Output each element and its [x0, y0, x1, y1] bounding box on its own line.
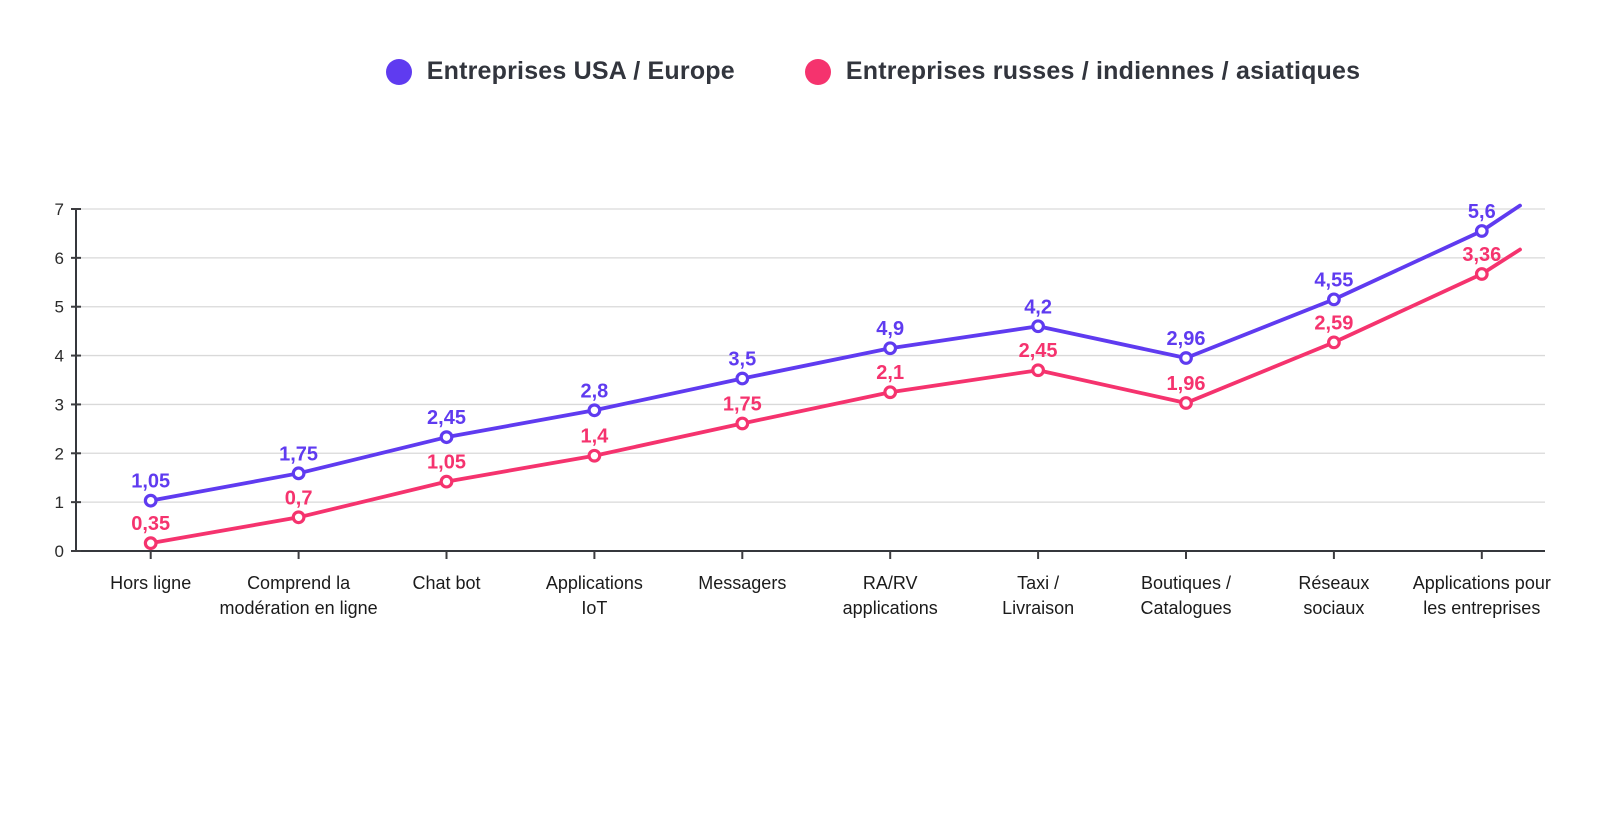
- data-point-label-s0: 5,6: [1468, 201, 1496, 223]
- data-point-marker-s0[interactable]: [439, 430, 454, 445]
- data-point-marker-s0[interactable]: [291, 466, 306, 481]
- data-point-label-s1: 3,36: [1462, 244, 1501, 266]
- data-point-marker-s1[interactable]: [587, 448, 602, 463]
- data-point-marker-s0[interactable]: [587, 403, 602, 418]
- y-tick-label: 4: [55, 347, 64, 366]
- y-tick-label: 6: [55, 249, 64, 268]
- data-point-marker-s0[interactable]: [143, 493, 158, 508]
- category-label: RA/RV: [863, 573, 918, 593]
- data-point-label-s0: 2,8: [580, 380, 608, 402]
- category-label: Réseaux: [1298, 573, 1369, 593]
- category-label: Chat bot: [412, 573, 480, 593]
- data-point-label-s0: 1,75: [279, 443, 318, 465]
- data-point-marker-s0[interactable]: [735, 371, 750, 386]
- series-line-0: [148, 203, 1522, 503]
- legend-marker-russes-indiennes-asiatiques-icon: [804, 58, 831, 85]
- category-label: Taxi /: [1017, 573, 1059, 593]
- category-label: applications: [843, 598, 938, 618]
- data-point-marker-s0[interactable]: [1031, 319, 1045, 334]
- data-point-label-s0: 2,45: [427, 407, 466, 429]
- category-label: modération en ligne: [220, 598, 378, 618]
- data-point-label-s1: 1,05: [427, 452, 466, 474]
- data-point-label-s0: 4,9: [876, 318, 904, 340]
- legend-label-usa-europe: Entreprises USA / Europe: [426, 57, 735, 85]
- category-label: Comprend la: [247, 573, 351, 593]
- data-point-label-s0: 2,96: [1167, 328, 1206, 350]
- data-point-label-s1: 2,59: [1314, 312, 1353, 334]
- y-tick-label: 1: [55, 493, 64, 512]
- data-point-label-s1: 0,7: [285, 487, 313, 509]
- y-tick-label: 7: [55, 200, 64, 219]
- chart-legend: Entreprises USA / Europe Entreprises rus…: [0, 57, 1600, 86]
- data-point-label-s0: 4,55: [1314, 269, 1353, 291]
- data-point-marker-s0[interactable]: [883, 341, 898, 356]
- data-point-marker-s1[interactable]: [1031, 363, 1045, 378]
- y-tick-label: 3: [55, 395, 64, 414]
- category-label: Hors ligne: [110, 573, 191, 593]
- data-point-label-s1: 2,1: [876, 362, 904, 384]
- category-label: les entreprises: [1423, 598, 1540, 618]
- data-point-marker-s0[interactable]: [1179, 351, 1193, 365]
- data-point-marker-s1[interactable]: [291, 510, 306, 525]
- y-tick-label: 2: [55, 444, 64, 463]
- data-point-marker-s1[interactable]: [439, 474, 454, 489]
- category-label: Messagers: [698, 573, 786, 593]
- category-label: Applications pour: [1413, 573, 1551, 593]
- category-label: Boutiques /: [1141, 573, 1231, 593]
- data-point-marker-s0[interactable]: [1474, 224, 1489, 238]
- category-label: Catalogues: [1140, 598, 1231, 618]
- legend-item-usa-europe[interactable]: Entreprises USA / Europe: [385, 57, 735, 86]
- data-point-label-s1: 0,35: [131, 513, 170, 535]
- data-point-label-s1: 1,75: [723, 393, 762, 415]
- data-point-marker-s1[interactable]: [1326, 335, 1341, 350]
- data-point-marker-s0[interactable]: [1326, 292, 1341, 307]
- data-point-label-s1: 1,4: [580, 426, 609, 448]
- category-label: Livraison: [1002, 598, 1074, 618]
- category-label: sociaux: [1303, 598, 1364, 618]
- y-tick-label: 0: [55, 542, 64, 561]
- category-label: Applications: [546, 573, 643, 593]
- data-point-label-s0: 4,2: [1024, 296, 1052, 318]
- data-point-label-s0: 3,5: [728, 349, 756, 371]
- y-tick-label: 5: [55, 298, 64, 317]
- category-label: IoT: [581, 598, 607, 618]
- data-point-marker-s1[interactable]: [883, 385, 898, 400]
- data-point-marker-s1[interactable]: [735, 416, 750, 431]
- data-point-label-s1: 1,96: [1167, 373, 1206, 395]
- data-point-marker-s1[interactable]: [143, 536, 158, 551]
- data-point-label-s1: 2,45: [1019, 340, 1058, 362]
- series-line-1: [148, 247, 1522, 546]
- data-point-marker-s1[interactable]: [1179, 396, 1193, 410]
- data-point-marker-s1[interactable]: [1474, 267, 1489, 281]
- legend-label-russes-indiennes-asiatiques: Entreprises russes / indiennes / asiatiq…: [845, 57, 1361, 85]
- legend-item-russes-indiennes-asiatiques[interactable]: Entreprises russes / indiennes / asiatiq…: [804, 57, 1361, 86]
- legend-marker-usa-europe-icon: [385, 58, 412, 85]
- data-point-label-s0: 1,05: [131, 471, 170, 493]
